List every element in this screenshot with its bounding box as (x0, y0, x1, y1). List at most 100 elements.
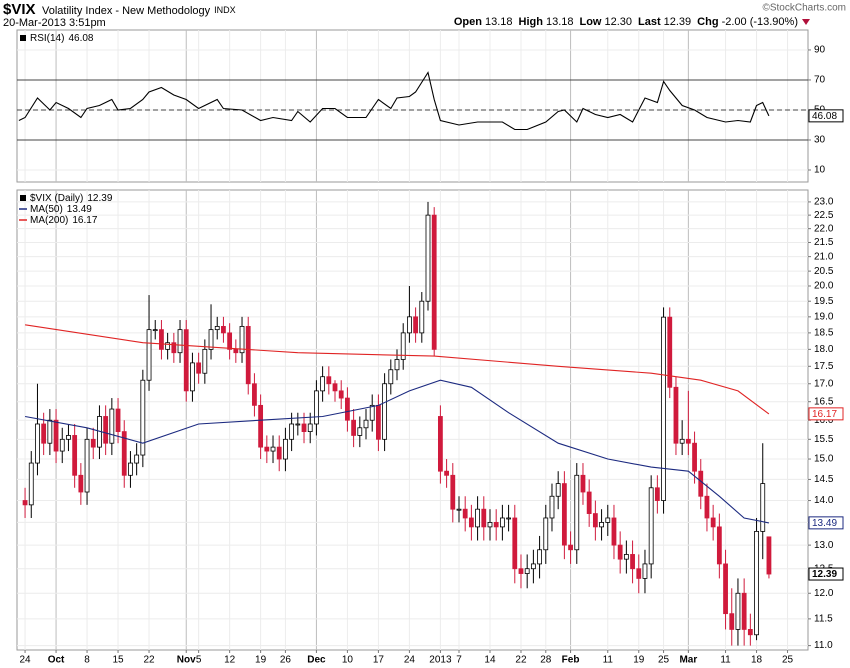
candle-body (673, 386, 679, 444)
candle-body (630, 554, 635, 570)
candle-body (698, 470, 704, 497)
y-tick-label: 90 (814, 45, 826, 56)
quote-value: 12.30 (604, 16, 632, 28)
legend-name: MA(200) (30, 215, 68, 226)
x-tick-label: Oct (48, 655, 65, 666)
legend-entry: $VIX (Daily) 12.39 (30, 193, 113, 204)
y-tick-label: 17.5 (814, 361, 834, 372)
candle-body (400, 332, 406, 360)
value-tag-label: 16.17 (812, 409, 837, 420)
legend-entry: MA(50) 13.49 (30, 204, 92, 215)
x-tick-label: 25 (658, 655, 670, 666)
datetime: 20-Mar-2013 3:51pm (3, 17, 106, 29)
candle-body (369, 404, 375, 421)
value-tag (808, 407, 844, 421)
candle-body (704, 495, 710, 519)
candle-body (345, 397, 350, 421)
candle-body (636, 568, 642, 579)
y-tick-label: 13.0 (814, 540, 834, 551)
y-tick-label: 30 (814, 135, 826, 146)
legend-swatch (20, 35, 26, 41)
legend-value: 12.39 (87, 193, 112, 204)
candle-body (357, 427, 363, 436)
candle-body (462, 508, 468, 519)
candle-body (121, 431, 127, 476)
value-tag-label: 13.49 (812, 518, 837, 529)
candle-body (214, 326, 220, 331)
candle-body (394, 359, 400, 371)
candle-body (84, 438, 90, 493)
quote-value: 13.18 (485, 16, 513, 28)
candle-body (692, 442, 697, 472)
candle-body (661, 316, 666, 501)
y-tick-label: 16.5 (814, 396, 834, 407)
candle-body (338, 390, 344, 399)
candle-body (140, 379, 146, 456)
candle-body (146, 329, 152, 381)
candle-body (747, 629, 753, 636)
candle-body (22, 500, 28, 506)
candle-body (611, 517, 617, 546)
y-tick-label: 11.0 (814, 640, 833, 651)
candle-body (450, 474, 456, 510)
candle-body (716, 526, 722, 565)
x-tick-label: 24 (404, 655, 416, 666)
candle-body (66, 435, 71, 440)
y-tick-label: 17.0 (814, 378, 834, 389)
candle-body (543, 517, 549, 551)
candle-body (475, 508, 480, 528)
quote-value: -2.00 (-13.90%) (722, 16, 798, 28)
change-arrow (802, 19, 810, 25)
x-tick-label: 19 (255, 655, 267, 666)
y-tick-label: 22.0 (814, 223, 834, 234)
candle-body (258, 404, 264, 448)
candle-body (685, 438, 691, 444)
x-tick-label: 2013 (429, 655, 452, 666)
legend-name: $VIX (Daily) (30, 193, 83, 204)
candle-body (431, 214, 437, 350)
x-tick-label: 28 (540, 655, 552, 666)
candle-body (53, 419, 59, 452)
candle-body (425, 214, 431, 302)
panel (16, 29, 809, 183)
candle-body (239, 326, 245, 354)
y-tick-label: 70 (814, 75, 826, 86)
x-tick-label: 25 (782, 655, 794, 666)
series-line (25, 324, 770, 415)
candle-body (227, 332, 233, 350)
candle-body (413, 316, 418, 334)
candle-body (78, 474, 84, 493)
value-tag-label: 46.08 (812, 111, 837, 122)
x-tick-label: Mar (679, 655, 697, 666)
candle-body (599, 522, 604, 528)
name: Volatility Index - New Methodology (42, 5, 211, 17)
candle-body (605, 517, 611, 523)
candle-body (766, 536, 772, 575)
candle-body (388, 369, 394, 385)
x-tick-label: 26 (280, 655, 292, 666)
y-tick-label: 19.0 (814, 311, 834, 322)
candle-body (152, 329, 158, 332)
candle-body (437, 416, 443, 472)
y-tick-label: 15.5 (814, 434, 834, 445)
candle-body (487, 522, 493, 528)
candle-body (456, 508, 462, 511)
candle-body (382, 383, 388, 440)
candle-body (729, 613, 735, 630)
quote: Open 13.18 High 13.18 Low 12.30 Last 12.39 Chg -2… (454, 16, 798, 28)
x-tick-label: 11 (603, 655, 614, 666)
candle-body (468, 517, 474, 528)
y-tick-label: 22.5 (814, 210, 834, 221)
y-tick-label: 10 (814, 165, 826, 176)
candle-body (283, 438, 288, 460)
legend-entry: MA(200) 16.17 (30, 215, 98, 226)
quote-label: Chg (697, 16, 718, 28)
candle-body (679, 438, 685, 444)
candle-body (202, 348, 208, 374)
x-tick-label: 11 (720, 655, 731, 666)
y-tick-label: 20.0 (814, 281, 834, 292)
watermark: ©StockCharts.com (762, 3, 846, 14)
candle-body (177, 329, 183, 354)
y-tick-label: 20.5 (814, 266, 834, 277)
y-tick-label: 19.5 (814, 296, 834, 307)
